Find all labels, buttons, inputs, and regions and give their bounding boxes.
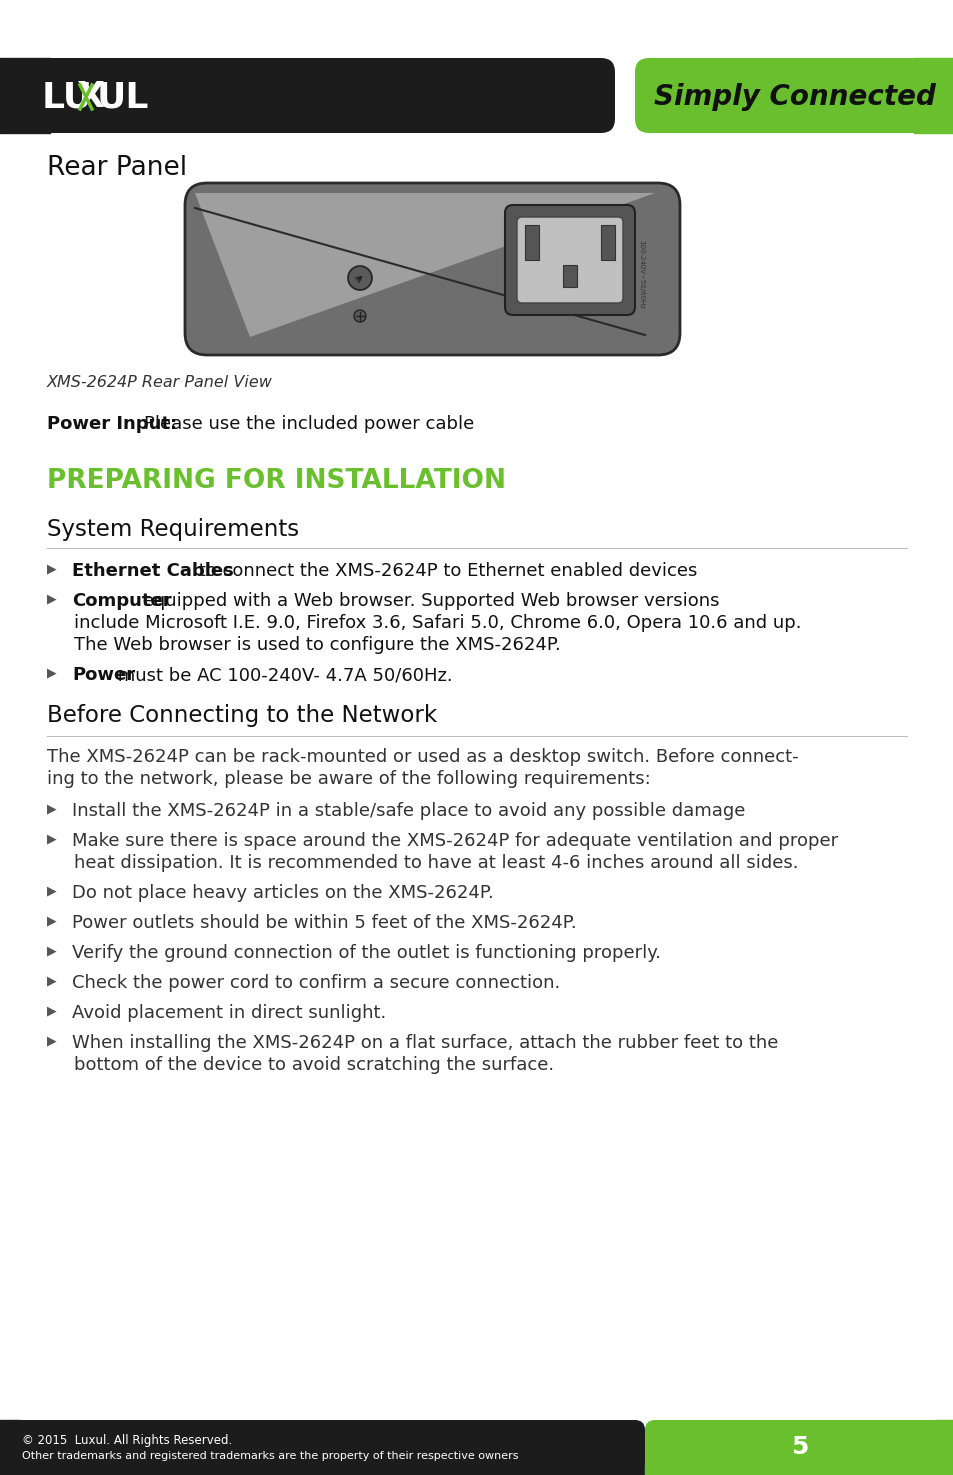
- Text: LU: LU: [42, 80, 93, 114]
- Text: ▶: ▶: [47, 562, 56, 575]
- Bar: [562, 266, 577, 288]
- Circle shape: [354, 310, 366, 322]
- Text: Ethernet Cables: Ethernet Cables: [71, 562, 233, 580]
- Text: 100-240V~50/60Hz: 100-240V~50/60Hz: [638, 240, 643, 310]
- Text: XMS-2624P Rear Panel View: XMS-2624P Rear Panel View: [47, 375, 273, 389]
- Text: ▶: ▶: [47, 1004, 56, 1016]
- Text: equipped with a Web browser. Supported Web browser versions: equipped with a Web browser. Supported W…: [136, 591, 719, 611]
- Text: Verify the ground connection of the outlet is functioning properly.: Verify the ground connection of the outl…: [71, 944, 660, 962]
- Text: Other trademarks and registered trademarks are the property of their respective : Other trademarks and registered trademar…: [22, 1451, 518, 1462]
- Text: Before Connecting to the Network: Before Connecting to the Network: [47, 704, 436, 727]
- Text: Check the power cord to confirm a secure connection.: Check the power cord to confirm a secure…: [71, 974, 559, 993]
- Text: Avoid placement in direct sunlight.: Avoid placement in direct sunlight.: [71, 1004, 386, 1022]
- Text: ▶: ▶: [47, 944, 56, 957]
- Text: Install the XMS-2624P in a stable/safe place to avoid any possible damage: Install the XMS-2624P in a stable/safe p…: [71, 802, 744, 820]
- Text: X: X: [76, 80, 104, 114]
- Text: Power outlets should be within 5 feet of the XMS-2624P.: Power outlets should be within 5 feet of…: [71, 914, 576, 932]
- Text: Power: Power: [71, 667, 135, 684]
- FancyBboxPatch shape: [185, 183, 679, 355]
- Text: ▶: ▶: [47, 667, 56, 678]
- Text: bottom of the device to avoid scratching the surface.: bottom of the device to avoid scratching…: [74, 1056, 554, 1074]
- FancyBboxPatch shape: [517, 217, 622, 302]
- Polygon shape: [194, 193, 655, 336]
- Text: The XMS-2624P can be rack-mounted or used as a desktop switch. Before connect-: The XMS-2624P can be rack-mounted or use…: [47, 748, 798, 766]
- Text: © 2015  Luxul. All Rights Reserved.: © 2015 Luxul. All Rights Reserved.: [22, 1434, 232, 1447]
- Text: Simply Connected: Simply Connected: [653, 83, 935, 111]
- Text: ▶: ▶: [47, 1034, 56, 1047]
- Text: to connect the XMS-2624P to Ethernet enabled devices: to connect the XMS-2624P to Ethernet ena…: [193, 562, 698, 580]
- Text: must be AC 100-240V- 4.7A 50/60Hz.: must be AC 100-240V- 4.7A 50/60Hz.: [112, 667, 453, 684]
- Text: ing to the network, please be aware of the following requirements:: ing to the network, please be aware of t…: [47, 770, 650, 788]
- Text: Power Input:: Power Input:: [47, 414, 177, 434]
- FancyBboxPatch shape: [0, 1420, 644, 1475]
- Text: ▶: ▶: [47, 974, 56, 987]
- Bar: [524, 226, 538, 260]
- Text: Make sure there is space around the XMS-2624P for adequate ventilation and prope: Make sure there is space around the XMS-…: [71, 832, 838, 850]
- Text: heat dissipation. It is recommended to have at least 4-6 inches around all sides: heat dissipation. It is recommended to h…: [74, 854, 798, 872]
- Text: ▶: ▶: [47, 591, 56, 605]
- Text: ▶: ▶: [47, 832, 56, 845]
- Text: ▶: ▶: [47, 914, 56, 926]
- Text: The Web browser is used to configure the XMS-2624P.: The Web browser is used to configure the…: [74, 636, 560, 653]
- Text: When installing the XMS-2624P on a flat surface, attach the rubber feet to the: When installing the XMS-2624P on a flat …: [71, 1034, 778, 1052]
- Text: Do not place heavy articles on the XMS-2624P.: Do not place heavy articles on the XMS-2…: [71, 884, 494, 903]
- Text: PREPARING FOR INSTALLATION: PREPARING FOR INSTALLATION: [47, 468, 505, 494]
- Text: UL: UL: [97, 80, 150, 114]
- FancyBboxPatch shape: [504, 205, 635, 316]
- Text: Computer: Computer: [71, 591, 172, 611]
- Text: System Requirements: System Requirements: [47, 518, 299, 541]
- Text: 5: 5: [790, 1435, 808, 1459]
- Text: Please use the included power cable: Please use the included power cable: [144, 414, 474, 434]
- Text: ▶: ▶: [47, 802, 56, 816]
- FancyBboxPatch shape: [644, 1420, 953, 1475]
- Bar: [600, 226, 615, 260]
- Text: include Microsoft I.E. 9.0, Firefox 3.6, Safari 5.0, Chrome 6.0, Opera 10.6 and : include Microsoft I.E. 9.0, Firefox 3.6,…: [74, 614, 801, 631]
- Text: ▶: ▶: [47, 884, 56, 897]
- Circle shape: [348, 266, 372, 291]
- Text: Rear Panel: Rear Panel: [47, 155, 187, 181]
- FancyBboxPatch shape: [635, 58, 953, 133]
- FancyBboxPatch shape: [18, 58, 615, 133]
